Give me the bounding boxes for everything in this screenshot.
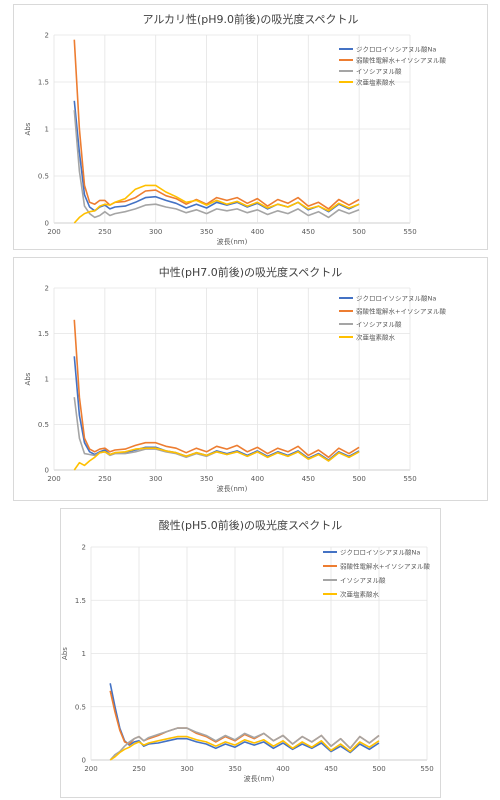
series-line-2 — [73, 39, 360, 210]
y-tick-label: 1 — [45, 126, 49, 134]
series-line-3 — [73, 110, 360, 219]
x-tick-label: 300 — [149, 228, 162, 236]
x-tick-label: 500 — [372, 765, 385, 773]
y-tick-label: 2 — [45, 32, 49, 40]
x-tick-label: 450 — [324, 765, 337, 773]
x-tick-label: 400 — [276, 765, 289, 773]
y-tick-label: 0 — [82, 757, 86, 765]
y-axis-label: Abs — [61, 647, 69, 660]
y-tick-label: 2 — [82, 544, 86, 552]
chart-svg: 中性(pH7.0前後)の吸光度スペクトル 0 0.5 1 1.5 2 200 250 300 35… — [24, 265, 446, 493]
x-tick-label: 400 — [251, 475, 264, 483]
series-line-2 — [73, 319, 360, 459]
x-tick-label: 200 — [47, 475, 60, 483]
y-axis-label: Abs — [24, 122, 32, 135]
series-line-1 — [73, 356, 360, 461]
x-tick-label: 200 — [47, 228, 60, 236]
x-tick-label: 250 — [98, 475, 111, 483]
x-tick-label: 550 — [420, 765, 433, 773]
series-line-1 — [109, 683, 380, 754]
y-tick-label: 1.5 — [38, 330, 49, 338]
legend-label-3: イソシアヌル酸 — [340, 576, 386, 585]
legend-label-1: ジクロロイソシアヌル酸Na — [356, 294, 436, 303]
x-axis-label: 波長(nm) — [217, 484, 248, 493]
x-tick-label: 450 — [302, 475, 315, 483]
x-axis-label: 波長(nm) — [244, 774, 275, 783]
legend-label-1: ジクロロイソシアヌル酸Na — [356, 45, 436, 54]
y-tick-label: 1.5 — [75, 597, 86, 605]
legend-label-3: イソシアヌル酸 — [356, 67, 402, 76]
chart-panel-acidic: 酸性(pH5.0前後)の吸光度スペクトル 0 0.5 1 1.5 2 200 250 300 35… — [60, 508, 441, 798]
y-axis-label: Abs — [24, 372, 32, 385]
x-tick-label: 500 — [352, 228, 365, 236]
chart-title: アルカリ性(pH9.0前後)の吸光度スペクトル — [142, 12, 358, 26]
series-line-3 — [109, 727, 380, 761]
series-line-4 — [109, 735, 380, 761]
x-tick-label: 500 — [352, 475, 365, 483]
legend-label-1: ジクロロイソシアヌル酸Na — [340, 548, 420, 557]
y-tick-label: 1 — [82, 650, 86, 658]
y-tick-label: 2 — [45, 285, 49, 293]
y-tick-label: 0.5 — [38, 173, 49, 181]
y-tick-label: 1 — [45, 376, 49, 384]
x-tick-label: 550 — [403, 228, 416, 236]
legend-label-2: 弱酸性電解水+イソシアヌル酸 — [356, 307, 446, 316]
y-tick-label: 0.5 — [75, 703, 86, 711]
y-tick-label: 0 — [45, 467, 49, 475]
chart-panel-alkaline: アルカリ性(pH9.0前後)の吸光度スペクトル 0 0.5 1 1.5 2 200 250 30… — [13, 4, 488, 250]
x-tick-label: 300 — [180, 765, 193, 773]
legend-label-4: 次亜塩素酸水 — [356, 78, 396, 87]
legend-label-4: 次亜塩素酸水 — [356, 333, 396, 342]
x-tick-label: 450 — [302, 228, 315, 236]
x-tick-label: 350 — [200, 475, 213, 483]
x-tick-label: 400 — [251, 228, 264, 236]
y-tick-label: 0.5 — [38, 421, 49, 429]
x-tick-label: 200 — [84, 765, 97, 773]
legend-label-3: イソシアヌル酸 — [356, 320, 402, 329]
x-tick-label: 350 — [200, 228, 213, 236]
x-tick-label: 250 — [132, 765, 145, 773]
series-line-1 — [73, 100, 360, 213]
chart-svg: アルカリ性(pH9.0前後)の吸光度スペクトル 0 0.5 1 1.5 2 200 250 30… — [24, 12, 446, 246]
y-tick-label: 0 — [45, 220, 49, 228]
chart-title: 酸性(pH5.0前後)の吸光度スペクトル — [159, 518, 343, 532]
chart-title: 中性(pH7.0前後)の吸光度スペクトル — [159, 265, 343, 279]
x-tick-label: 300 — [149, 475, 162, 483]
chart-svg: 酸性(pH5.0前後)の吸光度スペクトル 0 0.5 1 1.5 2 200 250 300 35… — [61, 518, 434, 783]
series-line-4 — [73, 184, 360, 224]
legend-label-4: 次亜塩素酸水 — [340, 590, 380, 599]
x-tick-label: 350 — [228, 765, 241, 773]
legend-label-2: 弱酸性電解水+イソシアヌル酸 — [356, 56, 446, 65]
y-tick-label: 1.5 — [38, 79, 49, 87]
x-tick-label: 550 — [403, 475, 416, 483]
x-tick-label: 250 — [98, 228, 111, 236]
x-axis-label: 波長(nm) — [217, 237, 248, 246]
chart-panel-neutral: 中性(pH7.0前後)の吸光度スペクトル 0 0.5 1 1.5 2 200 250 300 35… — [13, 257, 488, 501]
series-line-4 — [73, 447, 360, 471]
legend-label-2: 弱酸性電解水+イソシアヌル酸 — [340, 562, 430, 571]
